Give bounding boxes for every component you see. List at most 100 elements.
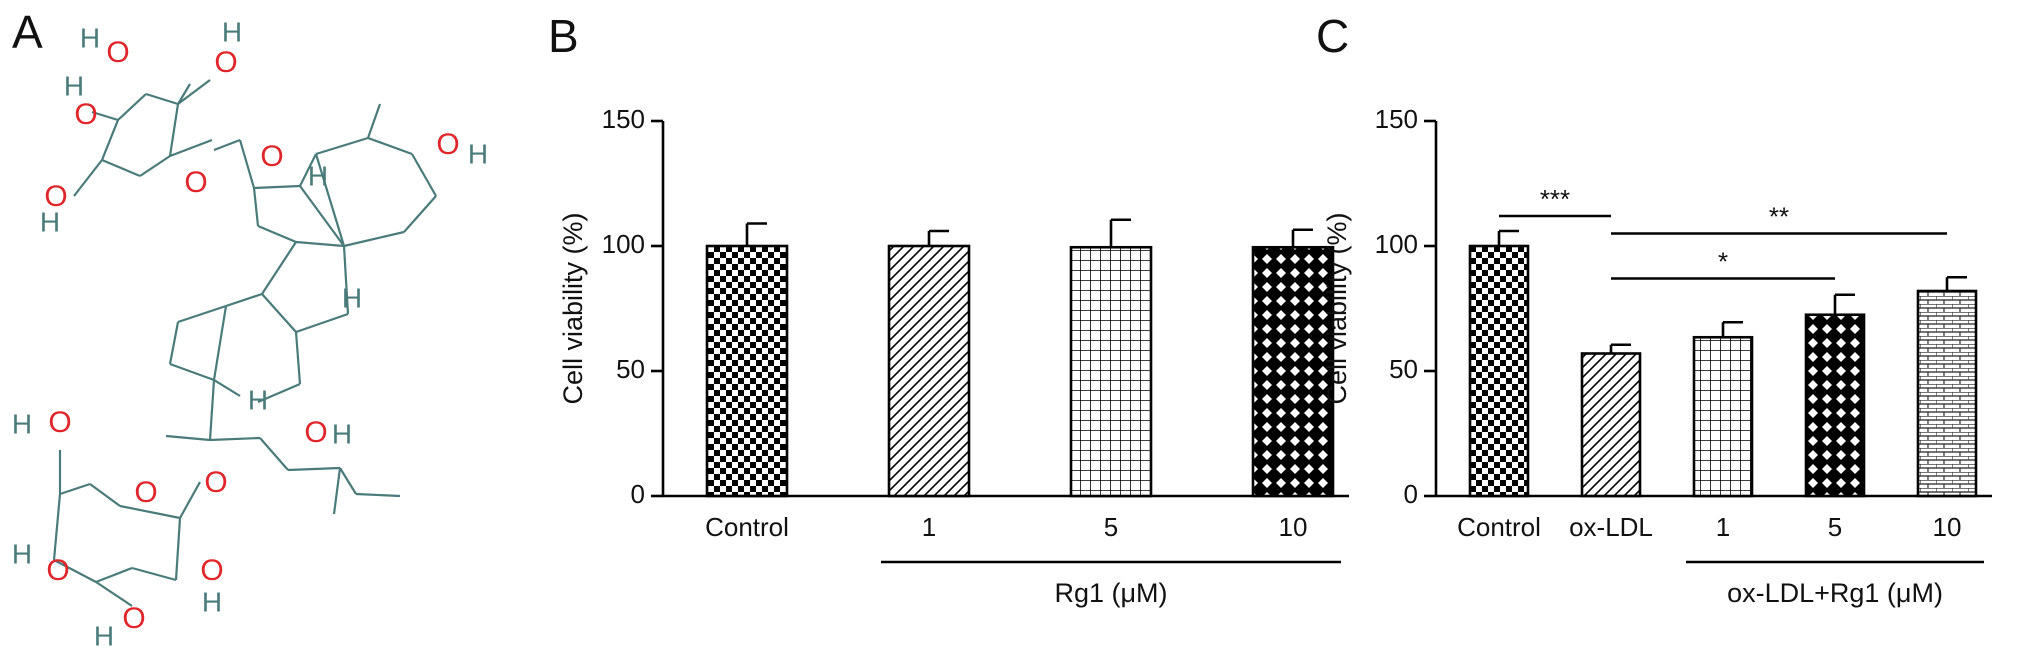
atom-o5: O: [184, 166, 207, 199]
bar-c-0: [1468, 244, 1530, 498]
sig-label-c-1: **: [1769, 202, 1789, 232]
bond-20: [343, 230, 405, 248]
group-label-c-0: ox-LDL+Rg1 (μM): [1727, 578, 1943, 608]
atom-h12: H: [12, 538, 32, 569]
bond-5: [73, 159, 103, 197]
y-tick-label-c-3: 150: [1375, 104, 1418, 134]
x-tick-label-c-4: 10: [1933, 512, 1962, 542]
y-axis-label-b: Cell viability (%): [558, 212, 588, 404]
bond-3: [177, 79, 211, 105]
bond-16: [366, 103, 382, 139]
atom-o10: O: [134, 476, 157, 509]
bond-50: [95, 566, 133, 584]
bond-1: [117, 93, 147, 121]
atom-o4: O: [260, 140, 283, 173]
sig-label-c-2: *: [1718, 247, 1728, 277]
x-tick-label-c-1: ox-LDL: [1569, 512, 1653, 542]
bond-28: [295, 312, 349, 334]
atom-h1: H: [80, 22, 100, 53]
bar-b-1: [887, 244, 971, 498]
x-tick-label-c-0: Control: [1457, 512, 1541, 542]
bond-51: [131, 566, 177, 582]
bond-33: [177, 304, 227, 324]
y-tick-label-b-2: 100: [602, 229, 645, 259]
atom-h7: H: [468, 138, 488, 169]
bond-10: [177, 83, 191, 105]
bond-26: [261, 241, 297, 295]
panel-label-c: C: [1316, 10, 1349, 62]
atom-h8: H: [332, 418, 352, 449]
bond-39: [165, 434, 211, 442]
y-tick-label-c-0: 0: [1404, 479, 1418, 509]
atom-o8: O: [304, 416, 327, 449]
atom-o14: O: [122, 602, 145, 635]
panel-label-b: B: [548, 10, 579, 62]
atom-h13: H: [202, 586, 222, 617]
bond-47: [59, 482, 91, 496]
bond-43: [339, 467, 357, 495]
atom-o3: O: [74, 98, 97, 131]
bond-19: [403, 195, 437, 233]
bond-15: [315, 136, 369, 156]
bond-37: [213, 379, 241, 397]
bar-b-3: [1251, 245, 1335, 498]
bond-32: [225, 292, 263, 308]
bond-11: [213, 138, 241, 152]
bond-2: [145, 92, 179, 106]
x-tick-label-b-1: 1: [922, 512, 936, 542]
bar-chart-b: 0 50 100 150 Cell viability (%) Control 1 5 10 Rg…: [558, 104, 1349, 608]
atom-o2: O: [214, 46, 237, 79]
bond-18: [411, 153, 437, 197]
bond-22: [299, 185, 345, 247]
bond-27: [261, 293, 297, 333]
atom-o1: O: [106, 36, 129, 69]
bond-36: [212, 305, 228, 381]
atom-h2: H: [222, 16, 242, 47]
bond-24: [257, 224, 297, 244]
atom-o9: O: [48, 406, 71, 439]
sig-label-c-0: ***: [1540, 184, 1570, 214]
bond-7: [139, 155, 171, 177]
bond-49: [53, 559, 97, 583]
x-tick-label-b-0: Control: [705, 512, 789, 542]
atom-o12: O: [46, 554, 69, 587]
atom-hc2: H: [342, 282, 362, 313]
bond-40: [209, 436, 261, 442]
bond-0: [100, 119, 120, 161]
atom-h9: H: [12, 408, 32, 439]
bond-14: [299, 153, 317, 187]
y-tick-label-c-2: 100: [1375, 229, 1418, 259]
atom-o11: O: [204, 466, 227, 499]
bond-9: [169, 138, 213, 158]
bond-44: [355, 492, 401, 498]
bond-35: [169, 362, 215, 382]
bond-6: [101, 158, 141, 178]
bond-29: [342, 245, 350, 315]
bond-23: [252, 187, 260, 227]
atom-h14: H: [94, 620, 114, 651]
bond-25: [295, 240, 345, 248]
group-label-b-0: Rg1 (μM): [1054, 578, 1167, 608]
bond-55: [179, 481, 201, 519]
bond-21: [314, 153, 346, 247]
bond-46: [89, 483, 121, 507]
y-tick-label-c-1: 50: [1389, 354, 1418, 384]
bond-42: [287, 466, 341, 472]
atom-o13: O: [200, 554, 223, 587]
bar-c-1: [1580, 352, 1642, 498]
atom-o7: O: [436, 128, 459, 161]
bond-48: [52, 493, 62, 561]
bar-c-3: [1804, 313, 1866, 498]
y-tick-label-b-3: 150: [602, 104, 645, 134]
bond-52: [174, 517, 182, 581]
bond-45: [332, 467, 342, 515]
bar-c-2: [1692, 335, 1754, 498]
bar-b-0: [705, 244, 789, 498]
atom-hc1: H: [308, 160, 328, 191]
bar-b-2: [1069, 245, 1153, 498]
bond-53: [119, 504, 181, 520]
bond-30: [294, 331, 302, 385]
bond-12: [238, 139, 256, 189]
panel-label-a: A: [12, 6, 43, 58]
